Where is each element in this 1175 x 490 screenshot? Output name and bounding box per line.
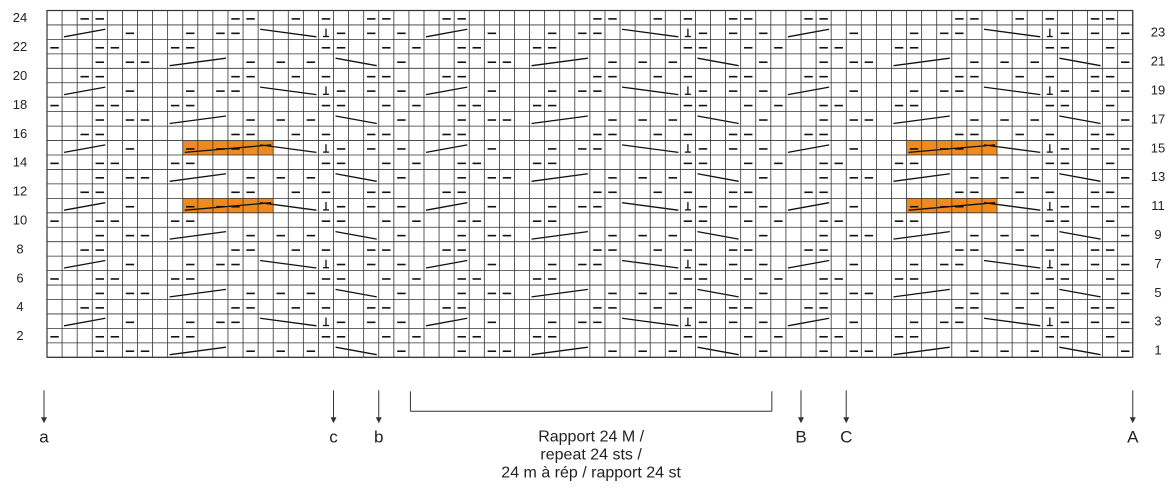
marker-label-c: c: [329, 427, 338, 446]
cable-symbol: [787, 28, 830, 38]
cable-symbol: [335, 115, 377, 125]
row-number-right: 13: [1151, 169, 1165, 184]
marker-arrow-head: [330, 417, 337, 424]
cable-symbol: [63, 144, 106, 154]
row-number-left: 4: [16, 299, 23, 314]
repeat-label-line-1: Rapport 24 M /: [538, 428, 644, 445]
row-number-left: 14: [13, 155, 27, 170]
grid-lines: [46, 10, 1134, 358]
cable-symbol: [425, 86, 468, 96]
cable-symbol: [335, 173, 377, 182]
marker-label-b: b: [374, 427, 383, 446]
marker-arrow-head: [798, 417, 804, 424]
cable-symbol: [697, 115, 739, 125]
cable-symbol: [63, 317, 106, 327]
marker-label-a: a: [39, 427, 49, 446]
cable-symbol: [425, 202, 468, 211]
cable-symbol: [425, 144, 468, 154]
repeat-label-line-2: repeat 24 sts /: [540, 446, 642, 463]
row-number-left: 22: [13, 39, 27, 54]
cable-symbol: [1059, 288, 1101, 298]
row-number-left: 2: [16, 328, 23, 343]
marker-label-A: A: [1127, 427, 1139, 446]
row-number-left: 10: [13, 213, 27, 228]
row-number-left: 16: [13, 126, 27, 141]
marker-arrow-head: [843, 417, 850, 424]
cable-symbol: [787, 259, 830, 269]
row-number-right: 21: [1151, 54, 1165, 69]
marker-label-B: B: [795, 427, 806, 446]
cable-symbol: [697, 57, 739, 67]
cable-symbol: [335, 57, 377, 67]
cable-symbol: [335, 288, 377, 298]
row-number-right: 9: [1154, 227, 1161, 242]
cable-symbol: [697, 173, 739, 182]
grid-border: [46, 9, 1134, 358]
cable-symbol: [1059, 346, 1101, 356]
cable-symbol: [697, 346, 739, 356]
cable-symbol: [1059, 173, 1101, 182]
cable-symbol: [787, 144, 830, 154]
row-number-left: 8: [16, 241, 23, 256]
row-number-right: 15: [1151, 140, 1165, 155]
cable-symbol: [63, 86, 106, 96]
repeat-label-line-3: 24 m à rép / rapport 24 st: [501, 464, 681, 481]
cable-symbol: [787, 202, 830, 211]
row-number-right: 17: [1151, 111, 1165, 126]
cable-symbol: [1059, 230, 1101, 240]
row-number-right: 11: [1151, 198, 1165, 213]
cable-symbol: [787, 86, 830, 96]
cable-symbol: [787, 317, 830, 327]
cable-symbol: [1059, 57, 1101, 67]
row-number-right: 1: [1154, 343, 1161, 358]
marker-arrow-head: [41, 417, 47, 424]
row-number-left: 12: [13, 184, 27, 199]
row-number-right: 7: [1154, 256, 1161, 271]
cable-symbol: [63, 259, 106, 269]
cable-symbol: [63, 202, 106, 211]
row-number-right: 5: [1154, 285, 1161, 300]
row-number-left: 20: [13, 68, 27, 83]
row-number-right: 19: [1151, 82, 1165, 97]
marker-arrow-head: [375, 417, 382, 424]
cable-symbol: [335, 346, 377, 356]
row-number-left: 24: [13, 10, 27, 25]
row-number-right: 23: [1151, 25, 1165, 40]
row-number-left: 6: [16, 270, 23, 285]
cable-symbol: [335, 230, 377, 240]
row-number-right: 3: [1154, 314, 1161, 329]
row-number-left: 18: [13, 97, 27, 112]
chart-grid: [46, 9, 1134, 358]
marker-label-C: C: [840, 427, 852, 446]
cable-symbol: [425, 259, 468, 269]
cable-symbol: [697, 288, 739, 298]
repeat-bracket: Rapport 24 M / repeat 24 sts / 24 m à ré…: [409, 391, 773, 481]
marker-arrow-head: [1129, 417, 1136, 424]
cable-symbol: [63, 28, 106, 38]
cable-symbol: [697, 230, 739, 240]
cable-symbol: [425, 317, 468, 327]
cable-symbol: [1059, 115, 1101, 125]
cable-symbol: [425, 28, 468, 38]
